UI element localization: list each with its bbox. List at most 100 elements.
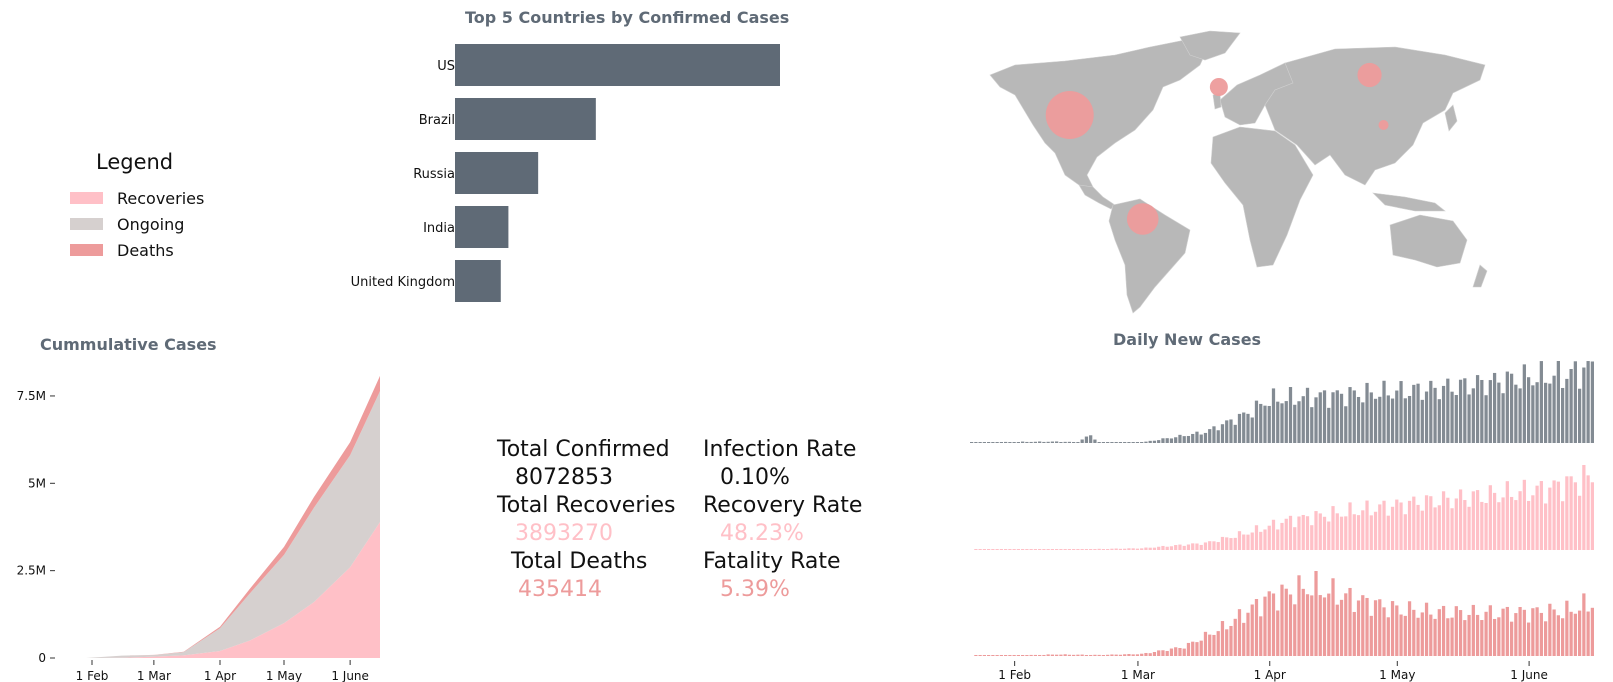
daily-bar-deaths-123 xyxy=(1492,618,1497,656)
daily-xtick-label-1: 1 Mar xyxy=(1121,668,1155,682)
daily-bar-recoveries-142 xyxy=(1573,482,1577,550)
top5-label-us: US xyxy=(437,59,455,74)
daily-bar-recoveries-129 xyxy=(1518,491,1522,550)
daily-bar-recoveries-40 xyxy=(1140,548,1144,550)
daily-bar-recoveries-100 xyxy=(1395,499,1399,550)
daily-bar-confirmed-128 xyxy=(1514,384,1518,443)
daily-bar-deaths-114 xyxy=(1454,606,1458,656)
land-australia xyxy=(1389,214,1468,268)
daily-bar-recoveries-34 xyxy=(1114,548,1118,550)
land-north-america xyxy=(989,38,1211,188)
daily-bar-recoveries-62 xyxy=(1233,537,1237,550)
daily-bar-deaths-3 xyxy=(982,655,987,656)
daily-bar-confirmed-121 xyxy=(1484,395,1488,443)
top5-chart-title: Top 5 Countries by Confirmed Cases xyxy=(465,8,790,27)
daily-bar-confirmed-60 xyxy=(1225,420,1229,443)
daily-bar-confirmed-113 xyxy=(1450,391,1454,443)
land-japan xyxy=(1444,104,1458,132)
daily-bar-confirmed-30 xyxy=(1097,442,1101,443)
daily-bar-deaths-45 xyxy=(1161,650,1165,656)
daily-bar-confirmed-141 xyxy=(1569,369,1573,443)
daily-bar-deaths-7 xyxy=(999,655,1004,656)
daily-bar-confirmed-111 xyxy=(1441,385,1446,443)
daily-bar-confirmed-43 xyxy=(1152,440,1157,443)
daily-bar-confirmed-31 xyxy=(1101,442,1106,443)
daily-bar-confirmed-74 xyxy=(1284,401,1288,443)
daily-bar-deaths-31 xyxy=(1101,655,1106,656)
daily-bar-confirmed-144 xyxy=(1582,367,1586,443)
daily-bar-deaths-129 xyxy=(1518,607,1522,656)
daily-bar-recoveries-108 xyxy=(1429,496,1433,550)
map-bubble-brazil xyxy=(1126,203,1159,235)
daily-bar-deaths-50 xyxy=(1182,648,1186,656)
total-recoveries-label: Total Recoveries xyxy=(497,493,676,518)
daily-bar-confirmed-49 xyxy=(1178,434,1182,443)
daily-bar-confirmed-102 xyxy=(1403,398,1407,443)
daily-bar-recoveries-126 xyxy=(1505,481,1509,550)
daily-bar-recoveries-76 xyxy=(1293,527,1297,550)
daily-bar-confirmed-133 xyxy=(1535,382,1539,443)
daily-bar-deaths-63 xyxy=(1237,609,1242,656)
daily-bar-recoveries-11 xyxy=(1016,549,1021,550)
daily-bar-confirmed-61 xyxy=(1229,419,1233,443)
daily-bar-recoveries-107 xyxy=(1424,495,1429,550)
daily-bar-recoveries-123 xyxy=(1492,492,1497,550)
daily-bar-recoveries-80 xyxy=(1310,525,1314,550)
daily-bar-deaths-112 xyxy=(1446,618,1450,656)
daily-bar-deaths-139 xyxy=(1560,618,1565,656)
daily-bar-confirmed-33 xyxy=(1110,442,1114,443)
daily-bar-recoveries-144 xyxy=(1582,465,1586,550)
legend-item-ongoing: Ongoing xyxy=(70,211,184,237)
daily-bar-recoveries-110 xyxy=(1437,505,1441,550)
daily-bar-confirmed-126 xyxy=(1505,371,1509,443)
daily-bar-deaths-137 xyxy=(1552,609,1556,656)
daily-bar-deaths-19 xyxy=(1050,654,1055,656)
daily-bar-deaths-1 xyxy=(974,655,978,656)
daily-xtick-label-2: 1 Apr xyxy=(1254,668,1286,682)
daily-bar-deaths-13 xyxy=(1025,655,1029,656)
daily-bar-confirmed-122 xyxy=(1488,380,1492,443)
daily-bar-confirmed-97 xyxy=(1382,380,1386,443)
top5-label-brazil: Brazil xyxy=(418,113,455,128)
map-bubble-us xyxy=(1045,91,1094,139)
daily-bar-deaths-85 xyxy=(1331,578,1335,656)
daily-bar-recoveries-35 xyxy=(1118,548,1123,550)
land-africa xyxy=(1210,126,1314,268)
daily-bar-deaths-59 xyxy=(1220,621,1225,656)
daily-bar-confirmed-72 xyxy=(1276,401,1280,443)
daily-bar-confirmed-115 xyxy=(1458,379,1463,443)
daily-bar-recoveries-3 xyxy=(982,549,987,550)
daily-bar-confirmed-1 xyxy=(974,442,978,443)
daily-bar-recoveries-130 xyxy=(1522,479,1526,550)
daily-bar-deaths-34 xyxy=(1114,654,1118,656)
daily-bar-recoveries-24 xyxy=(1072,549,1076,550)
daily-bar-confirmed-96 xyxy=(1378,396,1382,443)
daily-bar-confirmed-62 xyxy=(1233,424,1237,443)
daily-bar-deaths-14 xyxy=(1029,654,1033,656)
daily-bar-confirmed-89 xyxy=(1348,387,1352,443)
daily-bar-recoveries-26 xyxy=(1080,549,1084,550)
daily-bar-deaths-39 xyxy=(1135,654,1140,656)
daily-bar-confirmed-69 xyxy=(1263,405,1267,443)
daily-bar-recoveries-51 xyxy=(1186,544,1191,550)
daily-bar-recoveries-131 xyxy=(1526,500,1531,550)
daily-bar-recoveries-121 xyxy=(1484,503,1488,550)
daily-bar-recoveries-118 xyxy=(1471,491,1475,550)
daily-bar-recoveries-47 xyxy=(1169,546,1174,550)
cum-ytick-label-3: 7.5M xyxy=(17,389,46,403)
daily-new-cases-chart: 1 Feb 1 Mar 1 Apr 1 May 1 June xyxy=(970,361,1594,682)
daily-bar-recoveries-41 xyxy=(1144,547,1148,550)
top5-label-russia: Russia xyxy=(413,167,455,182)
daily-bar-deaths-17 xyxy=(1042,654,1046,656)
daily-bar-confirmed-75 xyxy=(1288,387,1293,443)
daily-bar-confirmed-83 xyxy=(1322,390,1327,443)
daily-bar-deaths-117 xyxy=(1467,614,1471,656)
daily-bar-confirmed-81 xyxy=(1314,397,1318,443)
daily-bar-confirmed-134 xyxy=(1539,361,1543,443)
daily-bar-deaths-23 xyxy=(1067,654,1072,656)
daily-bar-deaths-52 xyxy=(1191,641,1195,656)
daily-bar-confirmed-63 xyxy=(1237,413,1242,443)
daily-bar-recoveries-70 xyxy=(1267,525,1271,550)
daily-bar-deaths-54 xyxy=(1199,640,1203,656)
daily-bar-confirmed-130 xyxy=(1522,364,1526,443)
